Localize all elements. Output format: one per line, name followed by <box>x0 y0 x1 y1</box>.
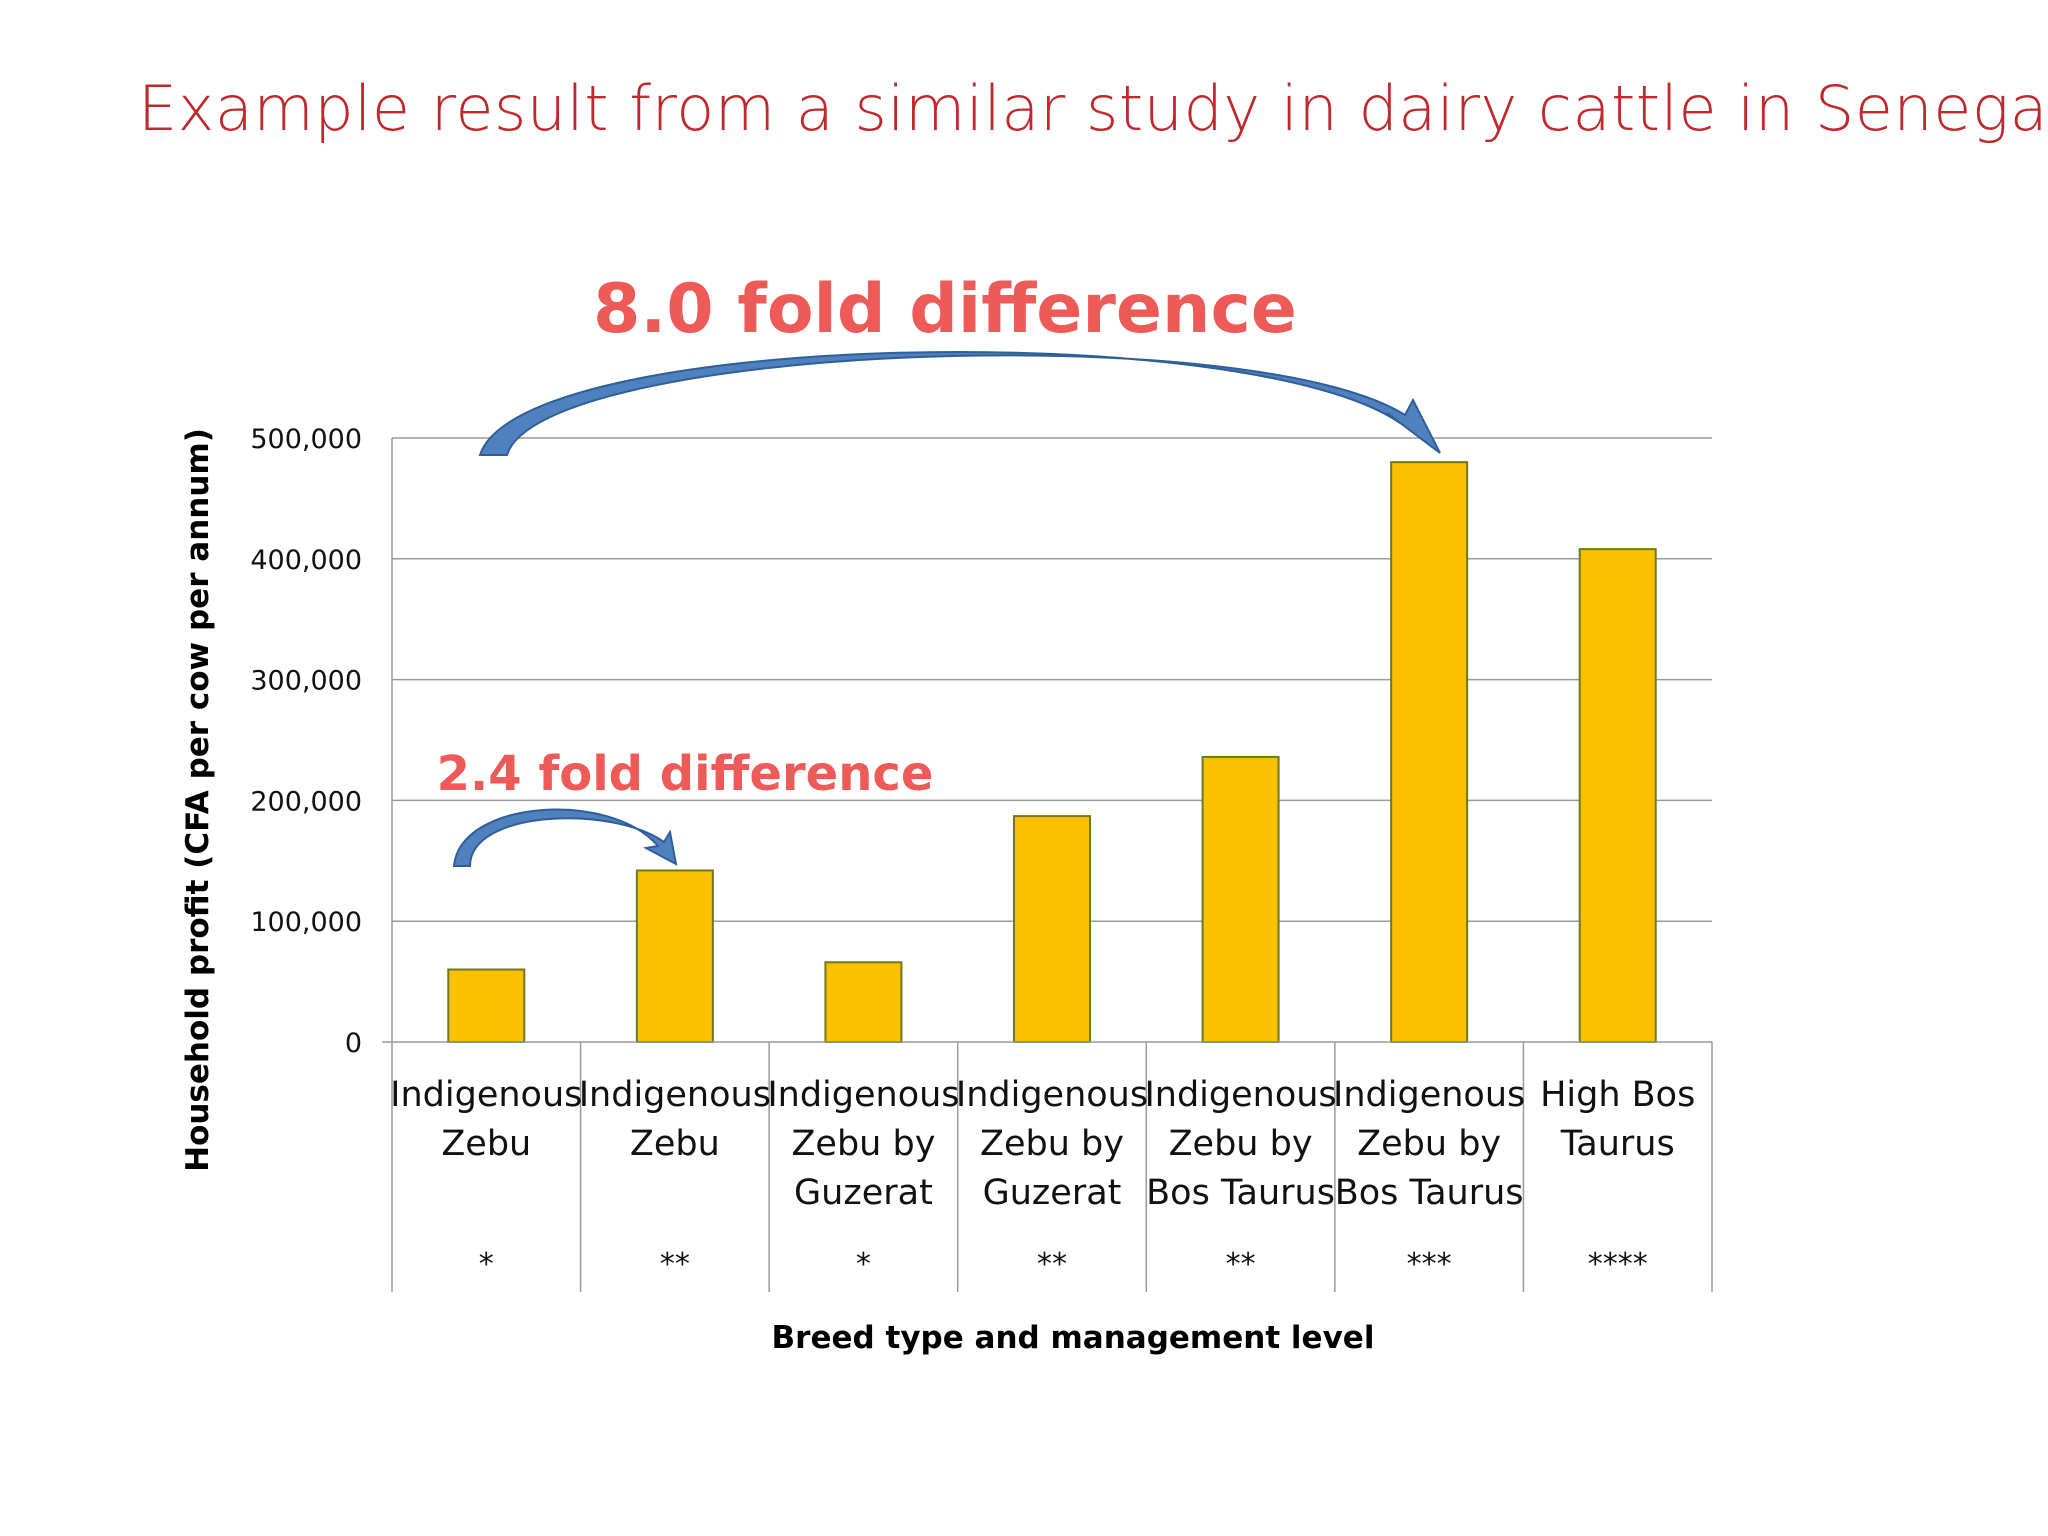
axes <box>382 438 1713 1292</box>
management-level-label: ** <box>660 1247 690 1282</box>
management-level-label: *** <box>1407 1247 1452 1282</box>
y-tick-label: 0 <box>345 1028 362 1059</box>
bar <box>635 869 714 1043</box>
bar <box>1390 461 1469 1044</box>
annotation-8-fold: 8.0 fold difference <box>593 270 1297 349</box>
x-tick-label: Zebu by <box>980 1124 1124 1164</box>
bar <box>447 968 526 1044</box>
x-tick-label: Taurus <box>1560 1124 1675 1164</box>
gridlines <box>392 437 1712 922</box>
bar <box>1013 815 1091 1043</box>
management-level-label: * <box>856 1247 871 1282</box>
x-tick-label: Indigenous <box>390 1075 582 1115</box>
x-tick-label: Zebu by <box>791 1124 935 1164</box>
x-tick-label: Indigenous <box>579 1075 771 1115</box>
x-tick-label: Zebu <box>441 1124 531 1164</box>
x-tick-label: Zebu <box>630 1124 720 1164</box>
bars <box>447 461 1657 1044</box>
y-tick-label: 300,000 <box>250 666 362 697</box>
y-tick-label: 400,000 <box>250 545 362 576</box>
management-level-label: **** <box>1588 1247 1648 1282</box>
x-tick-label: High Bos <box>1540 1075 1695 1115</box>
labels: 0 100,000 200,000 300,000 400,000 500,000 Indi… <box>250 424 1695 1282</box>
y-tick-label: 100,000 <box>250 907 362 938</box>
x-tick-label: Indigenous <box>1144 1075 1336 1115</box>
management-level-label: ** <box>1226 1247 1256 1282</box>
arrow-2-4fold <box>452 808 678 867</box>
x-tick-label: Indigenous <box>956 1075 1148 1115</box>
x-tick-label: Zebu by <box>1357 1124 1501 1164</box>
x-tick-label: Bos Taurus <box>1335 1173 1524 1213</box>
annotation-2-4-fold: 2.4 fold difference <box>437 746 934 802</box>
x-tick-label: Indigenous <box>1333 1075 1525 1115</box>
y-axis-title: Household profit (CFA per cow per annum) <box>180 428 216 1172</box>
x-tick-label: Zebu by <box>1169 1124 1313 1164</box>
x-tick-label: Guzerat <box>983 1173 1122 1213</box>
x-tick-label: Guzerat <box>794 1173 933 1213</box>
x-tick-label: Bos Taurus <box>1146 1173 1335 1213</box>
bar <box>824 961 903 1043</box>
management-level-label: * <box>479 1247 494 1282</box>
x-tick-label: Indigenous <box>767 1075 959 1115</box>
arrow-8fold <box>478 350 1441 456</box>
bar <box>1201 755 1280 1043</box>
slide-title: Example result from a similar study in d… <box>138 72 2048 145</box>
x-axis-title: Breed type and management level <box>772 1320 1375 1356</box>
bar <box>1578 548 1657 1043</box>
management-level-label: ** <box>1037 1247 1067 1282</box>
y-tick-label: 500,000 <box>250 424 362 455</box>
y-tick-label: 200,000 <box>250 786 362 817</box>
